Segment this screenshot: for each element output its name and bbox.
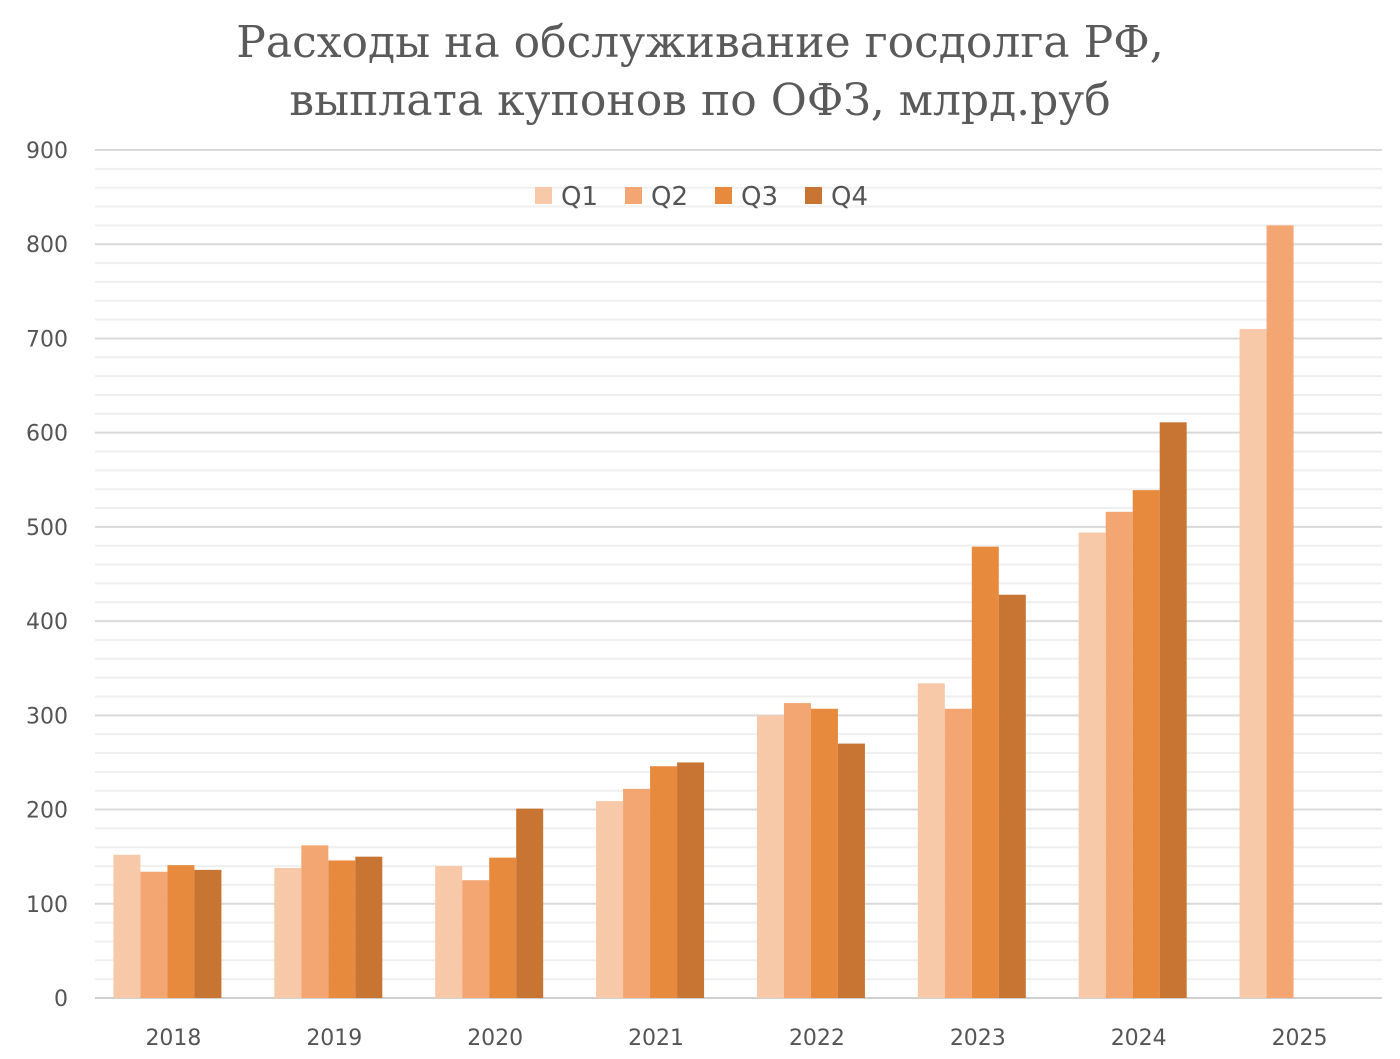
y-tick-label: 700 xyxy=(26,327,68,352)
bar-Q2-2024 xyxy=(1105,511,1133,998)
bar-Q3-2019 xyxy=(328,860,356,998)
bar-Q1-2025 xyxy=(1239,329,1267,998)
bar-Q2-2025 xyxy=(1266,225,1294,998)
y-tick-label: 600 xyxy=(26,422,68,447)
bar-Q2-2018 xyxy=(140,871,168,998)
bar-Q3-2018 xyxy=(167,865,195,998)
bar-Q1-2018 xyxy=(113,854,141,998)
bar-Q2-2022 xyxy=(783,703,811,998)
legend-swatch-Q4 xyxy=(805,187,822,204)
y-tick-label: 0 xyxy=(54,987,68,1012)
legend-swatch-Q1 xyxy=(535,187,552,204)
chart-title-line-1: Расходы на обслуживание госдолга РФ, xyxy=(236,17,1164,68)
legend-swatch-Q3 xyxy=(715,187,732,204)
bar-Q4-2018 xyxy=(194,869,222,998)
bar-Q1-2019 xyxy=(274,867,302,998)
x-tick-label: 2020 xyxy=(467,1026,523,1051)
bar-Q3-2020 xyxy=(489,857,517,998)
bar-Q4-2019 xyxy=(355,856,383,998)
bar-Q4-2023 xyxy=(998,594,1026,998)
legend-label-Q4: Q4 xyxy=(831,182,868,212)
y-tick-label: 300 xyxy=(26,704,68,729)
chart-title: Расходы на обслуживание госдолга РФ, вып… xyxy=(0,14,1400,130)
bar-Q2-2023 xyxy=(944,708,972,998)
x-tick-label: 2021 xyxy=(628,1026,684,1051)
y-tick-label: 400 xyxy=(26,610,68,635)
bar-Q1-2021 xyxy=(596,801,624,998)
x-tick-label: 2019 xyxy=(306,1026,362,1051)
bar-Q3-2023 xyxy=(971,546,999,998)
x-tick-label: 2025 xyxy=(1272,1026,1328,1051)
bar-Q1-2023 xyxy=(917,683,945,998)
y-tick-label: 900 xyxy=(26,139,68,164)
x-tick-label: 2024 xyxy=(1111,1026,1167,1051)
bar-Q3-2021 xyxy=(650,766,678,998)
bar-Q3-2022 xyxy=(810,708,838,998)
bar-Q4-2020 xyxy=(516,808,544,998)
bar-Q1-2024 xyxy=(1078,532,1106,998)
y-tick-label: 800 xyxy=(26,233,68,258)
y-tick-label: 100 xyxy=(26,893,68,918)
y-tick-label: 500 xyxy=(26,516,68,541)
bar-Q1-2022 xyxy=(756,715,784,998)
legend-swatch-Q2 xyxy=(625,187,642,204)
bar-Q4-2024 xyxy=(1159,422,1187,998)
bar-Q4-2022 xyxy=(837,743,865,998)
legend-label-Q3: Q3 xyxy=(741,182,778,212)
x-tick-label: 2018 xyxy=(145,1026,201,1051)
bar-Q4-2021 xyxy=(677,762,705,998)
bar-Q2-2021 xyxy=(623,788,651,998)
bar-Q2-2020 xyxy=(462,880,490,998)
bar-Q1-2020 xyxy=(435,866,463,998)
y-tick-label: 200 xyxy=(26,799,68,824)
legend-label-Q2: Q2 xyxy=(651,182,688,212)
bar-Q3-2024 xyxy=(1132,490,1160,998)
x-tick-label: 2023 xyxy=(950,1026,1006,1051)
x-tick-label: 2022 xyxy=(789,1026,845,1051)
chart-title-line-2: выплата купонов по ОФЗ, млрд.руб xyxy=(289,75,1111,126)
bar-Q2-2019 xyxy=(301,845,329,998)
legend-label-Q1: Q1 xyxy=(561,182,598,212)
